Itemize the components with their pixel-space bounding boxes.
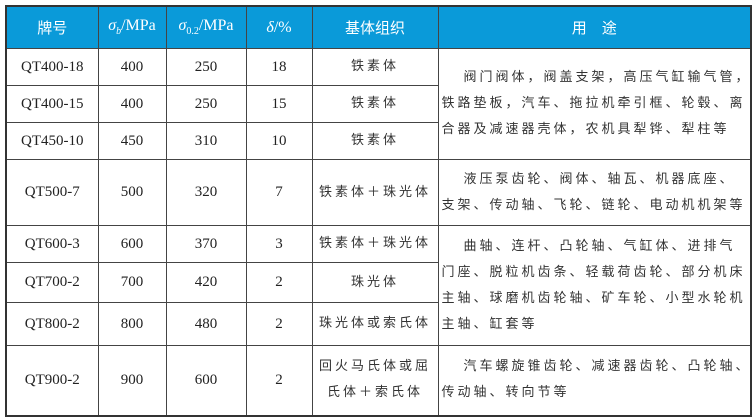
table-row: QT450-10 450 310 10 铁素体 bbox=[5, 122, 751, 160]
usage-line: 主轴、球磨机齿轮轴、矿车轮、小型水轮机 bbox=[441, 290, 746, 306]
matrix-line: 珠光体 bbox=[350, 274, 399, 290]
header-usage: 用 途 bbox=[437, 5, 752, 49]
sigma-b-cell: 500 bbox=[97, 159, 167, 226]
matrix-cell: 铁素体＋珠光体 bbox=[311, 225, 439, 263]
matrix-cell: 铁素体＋珠光体 bbox=[311, 159, 439, 226]
table-row: QT900-2 900 600 2 回火马氏体或屈 氏体＋索氏体 汽车螺旋锥齿轮、减速器齿轮… bbox=[5, 345, 752, 416]
header-sigma-02: σ0.2/MPa bbox=[165, 5, 247, 49]
sigma-02-cell: 250 bbox=[165, 85, 247, 123]
usage-line: 传动轴、转向节等 bbox=[441, 385, 570, 401]
table-row: QT800-2 800 480 2 珠光体或索氏体 bbox=[5, 302, 751, 346]
sigma-b-cell: 700 bbox=[97, 262, 167, 303]
delta-cell: 10 bbox=[245, 122, 313, 160]
matrix-cell: 铁素体 bbox=[311, 122, 439, 160]
header-grade: 牌号 bbox=[5, 5, 99, 49]
delta-cell: 2 bbox=[245, 262, 313, 303]
matrix-line: 铁素体＋珠光体 bbox=[318, 236, 431, 251]
usage-line: 支架、传动轴、飞轮、链轮、电动机机架等 bbox=[441, 197, 746, 213]
table-row: QT500-7 500 320 7 铁素体＋珠光体 液压泵齿轮、阀体、轴瓦、机器底座、 支架… bbox=[5, 159, 752, 226]
grade-cell: QT400-15 bbox=[5, 85, 99, 123]
grade-cell: QT400-18 bbox=[5, 48, 99, 86]
table-row: QT400-15 400 250 15 铁素体 bbox=[5, 85, 751, 123]
sigma-b-cell: 400 bbox=[97, 48, 167, 86]
sigma-02-cell: 310 bbox=[165, 122, 247, 160]
usage-line: 曲轴、连杆、凸轮轴、气缸体、进排气 bbox=[463, 238, 736, 254]
usage-cell: 阀门阀体，阀盖支架，高压气缸输气管， 铁路垫板，汽车、拖拉机牵引框、轮毂、离 合器及… bbox=[437, 48, 752, 160]
matrix-cell: 铁素体 bbox=[311, 85, 439, 123]
delta-cell: 3 bbox=[245, 225, 313, 263]
sigma-02-cell: 420 bbox=[165, 262, 247, 303]
grade-cell: QT900-2 bbox=[5, 345, 99, 416]
usage-line: 合器及减速器壳体，农机具犁铧、犁柱等 bbox=[441, 122, 730, 137]
header-row: 牌号 σb/MPa σ0.2/MPa δ/% 基体组织 用 途 bbox=[5, 5, 752, 49]
grade-cell: QT450-10 bbox=[5, 122, 99, 160]
usage-line: 主轴、缸套等 bbox=[441, 316, 538, 332]
table-row: QT600-3 600 370 3 铁素体＋珠光体 曲轴、连杆、凸轮轴、气缸体、进排气 门座… bbox=[5, 225, 752, 346]
sigma-b-cell: 900 bbox=[97, 345, 167, 416]
matrix-line: 珠光体或索氏体 bbox=[318, 316, 431, 331]
matrix-line: 铁素体＋珠光体 bbox=[318, 184, 431, 200]
usage-line: 汽车螺旋锥齿轮、减速器齿轮、凸轮轴、 bbox=[463, 359, 752, 375]
delta-cell: 15 bbox=[245, 85, 313, 123]
grade-cell: QT700-2 bbox=[5, 262, 99, 303]
matrix-cell: 珠光体或索氏体 bbox=[311, 302, 439, 346]
matrix-cell: 铁素体 bbox=[311, 48, 439, 86]
sigma-02-cell: 370 bbox=[165, 225, 247, 263]
header-sigma-b: σb/MPa bbox=[97, 5, 167, 49]
matrix-cell: 回火马氏体或屈 氏体＋索氏体 bbox=[311, 345, 439, 416]
usage-line: 铁路垫板，汽车、拖拉机牵引框、轮毂、离 bbox=[441, 96, 746, 111]
usage-line: 阀门阀体，阀盖支架，高压气缸输气管， bbox=[463, 70, 752, 85]
matrix-line: 氏体＋索氏体 bbox=[326, 385, 423, 401]
delta-cell: 2 bbox=[245, 345, 313, 416]
delta-cell: 7 bbox=[245, 159, 313, 226]
usage-cell: 液压泵齿轮、阀体、轴瓦、机器底座、支架、传动轴、飞轮、链轮、电动机机架等 bbox=[437, 159, 752, 226]
header-delta: δ/% bbox=[245, 5, 313, 49]
sigma-02-cell: 320 bbox=[165, 159, 247, 226]
matrix-line: 铁素体 bbox=[350, 96, 399, 111]
header-matrix: 基体组织 bbox=[311, 5, 439, 49]
grade-cell: QT500-7 bbox=[5, 159, 99, 226]
matrix-line: 铁素体 bbox=[350, 59, 399, 74]
usage-cell: 曲轴、连杆、凸轮轴、气缸体、进排气门座、脱粒机齿条、轻载荷齿轮、部分机床 主轴、球… bbox=[437, 225, 752, 346]
table-row: QT400-18 400 250 18 铁素体 阀门阀体，阀盖支架，高压气缸输气管， 铁路垫… bbox=[5, 48, 752, 160]
delta-cell: 2 bbox=[245, 302, 313, 346]
grade-cell: QT800-2 bbox=[5, 302, 99, 346]
grade-cell: QT600-3 bbox=[5, 225, 99, 263]
sigma-02-cell: 250 bbox=[165, 48, 247, 86]
sigma-b-cell: 800 bbox=[97, 302, 167, 346]
matrix-line: 铁素体 bbox=[350, 133, 399, 148]
usage-line: 液压泵齿轮、阀体、轴瓦、机器底座、 bbox=[463, 171, 736, 187]
matrix-cell: 珠光体 bbox=[311, 262, 439, 303]
usage-line: 门座、脱粒机齿条、轻载荷齿轮、部分机床 bbox=[441, 264, 746, 280]
sigma-02-cell: 480 bbox=[165, 302, 247, 346]
sigma-b-cell: 600 bbox=[97, 225, 167, 263]
sigma-b-cell: 400 bbox=[97, 85, 167, 123]
ductile-iron-grades-table: 牌号 σb/MPa σ0.2/MPa δ/% 基体组织 用 途 QT400-18… bbox=[5, 5, 752, 417]
matrix-line: 回火马氏体或屈 bbox=[318, 359, 431, 375]
sigma-b-cell: 450 bbox=[97, 122, 167, 160]
sigma-02-cell: 600 bbox=[165, 345, 247, 416]
usage-cell: 汽车螺旋锥齿轮、减速器齿轮、凸轮轴、传动轴、转向节等 bbox=[437, 345, 752, 416]
delta-cell: 18 bbox=[245, 48, 313, 86]
